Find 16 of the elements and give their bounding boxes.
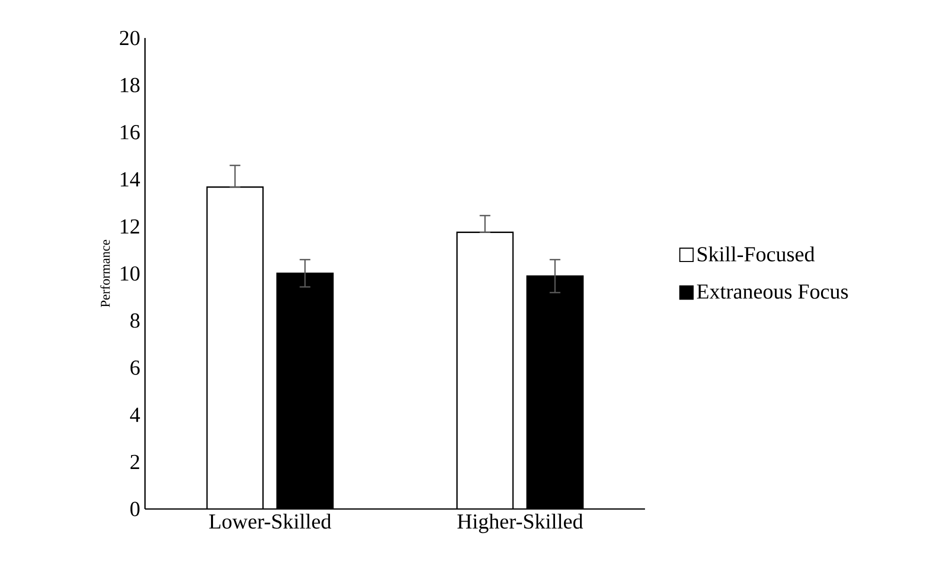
y-tick-label: 12: [120, 219, 140, 234]
y-tick-label: 2: [130, 454, 140, 469]
y-tick-label: 10: [120, 266, 140, 281]
legend-label: Skill-Focused: [698, 246, 815, 262]
y-tick-label: 20: [120, 30, 140, 46]
y-tick-label: 8: [130, 313, 140, 328]
y-tick-label: 4: [130, 408, 140, 422]
y-axis-title: Performance: [100, 240, 110, 308]
y-tick-label: 16: [120, 125, 140, 140]
x-tick-label: Lower-Skilled: [209, 514, 332, 529]
y-tick-label: 18: [120, 78, 140, 92]
legend-label: Extraneous Focus: [696, 284, 848, 299]
y-tick-label: 6: [130, 360, 140, 375]
y-tick-label: 14: [120, 172, 140, 186]
x-tick-label: Higher-Skilled: [457, 514, 583, 534]
y-tick-label: 0: [130, 502, 140, 516]
